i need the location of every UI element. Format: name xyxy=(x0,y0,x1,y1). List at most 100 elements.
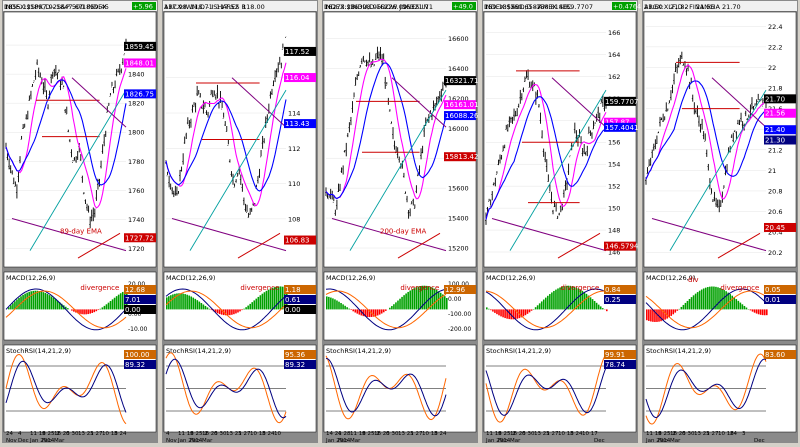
macd-histogram-bar xyxy=(112,299,114,309)
macd-histogram-bar xyxy=(336,300,338,309)
macd-histogram-bar xyxy=(268,290,270,310)
macd-histogram-bar xyxy=(409,291,411,310)
macd-histogram-bar xyxy=(399,299,401,310)
macd-histogram-bar xyxy=(237,309,239,312)
x-tick-label: 3 xyxy=(546,431,550,437)
macd-histogram-bar xyxy=(30,291,32,309)
macd-histogram-bar xyxy=(122,292,124,309)
macd-histogram-bar xyxy=(695,294,697,310)
y-tick-label: 114 xyxy=(288,110,300,118)
macd-histogram-bar xyxy=(531,309,533,310)
macd-histogram-bar xyxy=(674,309,676,312)
x-tick-label: 10 xyxy=(274,431,281,437)
macd-histogram-bar xyxy=(666,309,668,318)
macd-histogram-bar xyxy=(713,287,715,310)
macd-histogram-bar xyxy=(172,294,174,309)
x-tick-label: Mar xyxy=(350,438,361,443)
macd-histogram-bar xyxy=(762,309,764,315)
macd-histogram-bar xyxy=(525,309,527,315)
stoch-title: StochRSI(14,21,2,9) xyxy=(646,347,711,355)
divergence-label: div xyxy=(688,276,699,284)
stoch-badge: 89.32 xyxy=(285,361,305,369)
price-badge: 1826.75 xyxy=(125,90,154,98)
macd-histogram-bar xyxy=(764,309,766,315)
chart-window-4[interactable]: INDEX:$XBD,D - AMEX SEC+0.4764159.185516… xyxy=(482,0,641,443)
macd-histogram-bar xyxy=(104,306,106,310)
macd-histogram-bar xyxy=(502,309,504,317)
header-value: 1867.92 xyxy=(30,3,57,11)
price-badge: 1848.01 xyxy=(125,59,154,67)
macd-histogram-bar xyxy=(498,309,500,315)
macd-histogram-bar xyxy=(258,297,260,309)
y-tick-label: 162 xyxy=(608,73,620,81)
x-tick-label: 9 xyxy=(42,431,46,437)
macd-histogram-bar xyxy=(188,296,190,310)
macd-histogram-bar xyxy=(699,291,701,310)
y-tick-label: 1740 xyxy=(128,216,145,224)
macd-histogram-bar xyxy=(547,296,549,310)
macd-histogram-bar xyxy=(742,304,744,309)
macd-histogram-bar xyxy=(703,288,705,309)
macd-badge: 0.00 xyxy=(125,306,141,314)
macd-histogram-bar xyxy=(523,309,525,316)
macd-histogram-bar xyxy=(440,293,442,310)
macd-histogram-bar xyxy=(255,299,257,310)
macd-histogram-bar xyxy=(108,303,110,310)
macd-histogram-bar xyxy=(180,293,182,309)
macd-histogram-bar xyxy=(411,289,413,309)
macd-badge: 1.18 xyxy=(285,286,301,294)
macd-histogram-bar xyxy=(766,309,768,315)
price-badge: 117.52 xyxy=(285,48,310,56)
chart-window-3[interactable]: INDEX:$INDU,D - DOW JONES IN+49.016273.2… xyxy=(322,0,478,443)
y-tick-label: 1760 xyxy=(128,187,145,195)
macd-histogram-bar xyxy=(681,307,683,309)
y-tick-label: 164 xyxy=(608,51,620,59)
x-tick-label: 3 xyxy=(742,431,746,437)
macd-histogram-bar xyxy=(235,309,237,313)
x-tick-label: 24 xyxy=(6,431,13,437)
x-tick-label: 3 xyxy=(90,431,94,437)
header-value: 1847.67 xyxy=(56,3,83,11)
stoch-title: StochRSI(14,21,2,9) xyxy=(486,347,551,355)
y-tick-label: 1720 xyxy=(128,245,145,253)
ema-badge: 146.5794 xyxy=(605,243,639,251)
stoch-badge: 89.32 xyxy=(125,361,145,369)
macd-histogram-bar xyxy=(586,294,588,310)
macd-histogram-bar xyxy=(541,301,543,309)
macd-histogram-bar xyxy=(229,309,231,315)
x-tick-label: 3 xyxy=(434,431,438,437)
y-tick-label: 22.4 xyxy=(768,23,782,31)
macd-histogram-bar xyxy=(672,309,674,314)
stoch-badge: 100.00 xyxy=(125,351,150,359)
macd-histogram-bar xyxy=(580,290,582,310)
macd-histogram-bar xyxy=(249,304,251,310)
y-tick-label: 15600 xyxy=(448,185,469,193)
macd-y-tick: -10.00 xyxy=(128,326,148,333)
y-tick-label: 16000 xyxy=(448,125,469,133)
macd-histogram-bar xyxy=(600,306,602,309)
price-badge: 16161.01 xyxy=(445,101,478,109)
macd-histogram-bar xyxy=(557,288,559,309)
macd-histogram-bar xyxy=(10,305,12,309)
x-tick-label: Dec xyxy=(594,438,605,443)
price-badge: 16088.26 xyxy=(445,112,479,120)
y-tick-label: 21.8 xyxy=(768,85,782,93)
macd-histogram-bar xyxy=(71,309,73,310)
macd-histogram-bar xyxy=(750,309,752,310)
macd-histogram-bar xyxy=(602,308,604,309)
header-value: 1859.45 xyxy=(82,3,109,11)
macd-histogram-bar xyxy=(494,309,496,312)
macd-badge: 7.01 xyxy=(125,296,141,304)
y-tick-label: 22 xyxy=(768,64,776,72)
macd-histogram-bar xyxy=(85,309,87,314)
macd-histogram-bar xyxy=(67,308,69,309)
price-badge: 116.04 xyxy=(285,74,310,82)
header-value: 118.71 xyxy=(190,3,213,11)
macd-histogram-bar xyxy=(81,309,83,314)
macd-histogram-bar xyxy=(407,292,409,309)
macd-badge: 0.01 xyxy=(765,296,781,304)
y-tick-label: 108 xyxy=(288,215,300,223)
macd-histogram-bar xyxy=(328,297,330,310)
